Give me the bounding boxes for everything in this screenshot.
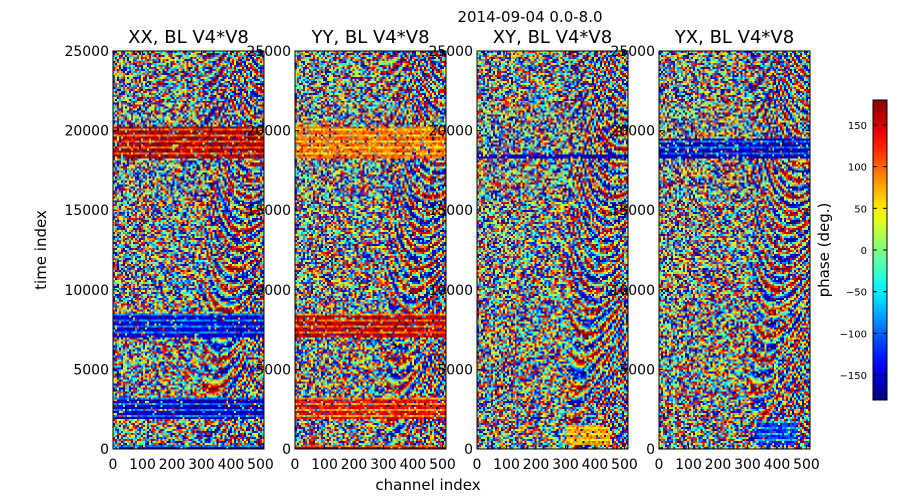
colorbar-tick-label: −150 [840,371,867,382]
x-tick-label: 0 [109,457,118,473]
y-tick-label: 20000 [246,124,291,140]
panel-frame [294,50,447,450]
x-tick-label: 500 [611,457,638,473]
y-tick-label: 0 [646,442,655,458]
x-tick-label: 500 [793,457,820,473]
y-tick-label: 15000 [610,203,655,219]
panel-frame [112,50,265,450]
heatmap-image-3 [477,51,628,449]
y-tick-label: 10000 [610,283,655,299]
y-tick-label: 0 [282,442,291,458]
panel-title: XY, BL V4*V8 [493,27,612,48]
x-tick-label: 0 [655,457,664,473]
y-tick-label: 0 [100,442,109,458]
y-tick-label: 20000 [610,124,655,140]
y-tick-label: 0 [464,442,473,458]
y-tick-label: 20000 [64,124,109,140]
x-tick-label: 100 [311,457,338,473]
panel-frame [476,50,629,450]
x-tick-label: 200 [159,457,186,473]
colorbar-tick-label: 0 [861,246,867,257]
y-tick-label: 25000 [64,44,109,60]
x-tick-label: 400 [582,457,609,473]
y-tick-label: 10000 [246,283,291,299]
colorbar: 150 100 50 0 −50 −100 −150 [840,99,888,401]
x-tick-label: 400 [218,457,245,473]
y-axis-label: time index [32,210,50,290]
y-tick-label: 25000 [428,44,473,60]
x-tick-label: 100 [129,457,156,473]
y-tick-label: 15000 [246,203,291,219]
x-tick-label: 100 [675,457,702,473]
colorbar-tick-label: −100 [840,329,867,340]
x-tick-label: 200 [705,457,732,473]
colorbar-tick-label: 50 [854,204,867,215]
panel-title: YY, BL V4*V8 [310,27,429,48]
panel-3: XY, BL V4*V80 100 200 300 400 500050001000015… [428,27,637,473]
heatmap-image-4 [659,51,810,449]
y-tick-label: 10000 [64,283,109,299]
y-tick-label: 5000 [255,362,291,378]
y-tick-label: 5000 [437,362,473,378]
x-tick-label: 400 [764,457,791,473]
figure-suptitle: 2014-09-04 0.0-8.0 [457,8,602,26]
x-tick-label: 400 [400,457,427,473]
y-tick-label: 20000 [428,124,473,140]
panel-2: YY, BL V4*V80 100 200 300 400 500050001000015… [246,27,455,473]
panel-title: YX, BL V4*V8 [674,27,794,48]
x-tick-label: 200 [341,457,368,473]
y-tick-label: 25000 [610,44,655,60]
x-tick-label: 0 [291,457,300,473]
x-tick-label: 100 [493,457,520,473]
x-tick-label: 500 [247,457,274,473]
panels: XX, BL V4*V80 100 200 300 400 500050001000015… [64,27,819,473]
panel-1: XX, BL V4*V80 100 200 300 400 500050001000015… [64,27,273,473]
y-tick-label: 25000 [246,44,291,60]
y-tick-label: 5000 [619,362,655,378]
panel-title: XX, BL V4*V8 [128,27,249,48]
x-tick-label: 500 [429,457,456,473]
panel-frame [658,50,811,450]
colorbar-tick-label: −50 [846,288,867,299]
panel-4: YX, BL V4*V80 100 200 300 400 500050001000015… [610,27,819,473]
heatmap-image-2 [295,51,446,449]
y-tick-label: 10000 [428,283,473,299]
x-axis-label: channel index [375,476,480,494]
colorbar-label: phase (deg.) [815,203,833,298]
y-tick-label: 5000 [73,362,109,378]
colorbar-tick-label: 150 [848,121,867,132]
x-tick-label: 200 [523,457,550,473]
heatmap-image-1 [113,51,264,449]
x-tick-label: 300 [188,457,215,473]
x-tick-label: 300 [370,457,397,473]
x-tick-label: 300 [552,457,579,473]
y-tick-label: 15000 [64,203,109,219]
y-tick-label: 15000 [428,203,473,219]
x-tick-label: 0 [473,457,482,473]
x-tick-label: 300 [734,457,761,473]
colorbar-tick-label: 100 [848,163,867,174]
